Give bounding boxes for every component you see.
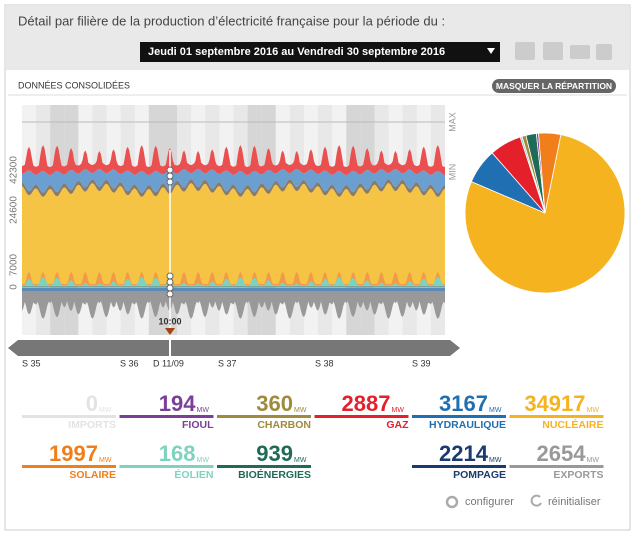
stat-label: ÉOLIEN <box>174 468 213 481</box>
max-label: MAX <box>447 112 457 132</box>
period-text: Jeudi 01 septembre 2016 au Vendredi 30 s… <box>148 46 445 58</box>
cursor-dot <box>166 290 174 298</box>
stat-value: 0 <box>86 391 98 416</box>
select-arrow <box>487 48 495 54</box>
reset-icon[interactable] <box>530 494 542 507</box>
stat-value: 2654 <box>537 441 587 466</box>
stat-label: IMPORTS <box>68 419 116 431</box>
cursor-dot <box>166 278 174 286</box>
pie-slice <box>538 132 562 214</box>
calendar-icon[interactable] <box>543 42 563 60</box>
timeline-label: S 35 <box>22 358 41 368</box>
stat-bar <box>22 465 116 468</box>
stat-value: 360 <box>256 391 293 416</box>
configure-link[interactable]: configurer <box>465 496 514 508</box>
stat-bar <box>119 415 214 418</box>
cursor-marker <box>165 328 175 335</box>
stat-bar <box>119 465 214 468</box>
stat-bar <box>217 415 311 418</box>
mail-icon[interactable] <box>570 45 590 59</box>
stat-unit: MW <box>99 407 112 414</box>
print-icon[interactable] <box>596 44 612 60</box>
stat-label: FIOUL <box>182 419 214 431</box>
cursor-dot <box>166 284 174 292</box>
stat-value: 3167 <box>439 391 488 416</box>
stat-unit: MW <box>294 457 307 464</box>
stat-unit: MW <box>587 407 600 414</box>
stat-bar <box>412 415 506 418</box>
stat-label: SOLAIRE <box>69 469 116 481</box>
stat-unit: MW <box>294 407 307 414</box>
timeline-label: S 37 <box>218 358 237 368</box>
cursor-dot <box>166 272 174 280</box>
cursor-time: 10:00 <box>158 316 181 326</box>
cursor-dot <box>166 178 174 186</box>
stat-unit: MW <box>392 407 405 414</box>
stat-label: EXPORTS <box>553 469 603 481</box>
stat-value: 2214 <box>439 441 489 466</box>
y-tick-label: 7000 <box>9 253 20 276</box>
pie-slice <box>464 134 626 294</box>
pie-chart <box>464 132 626 294</box>
thermal-area <box>22 179 445 197</box>
stat-value: 2887 <box>342 391 391 416</box>
stat-bar <box>509 465 604 468</box>
stat-label: NUCLÉAIRE <box>542 418 603 431</box>
exports-area <box>22 289 445 319</box>
stat-unit: MW <box>587 457 600 464</box>
y-tick-label: 42300 <box>9 156 20 184</box>
stat-unit: MW <box>197 457 210 464</box>
stat-value: 168 <box>159 441 196 466</box>
cursor-dot <box>166 166 174 174</box>
period-select[interactable] <box>140 42 500 62</box>
timeline-label: D 11/09 <box>153 358 184 368</box>
toolbar <box>515 42 612 60</box>
hydro-area <box>22 169 445 193</box>
reset-link[interactable]: réinitialiser <box>548 496 601 508</box>
timeline-label: S 38 <box>315 358 334 368</box>
stat-bar <box>314 415 409 418</box>
stat-value: 939 <box>256 441 293 466</box>
min-label: MIN <box>447 164 457 181</box>
timeline-left <box>8 340 18 356</box>
stat-label: BIOÉNERGIES <box>238 468 311 481</box>
stat-bar <box>412 465 506 468</box>
stat-label: HYDRAULIQUE <box>429 419 506 431</box>
y-tick-label: 0 <box>9 284 20 290</box>
stat-unit: MW <box>99 457 112 464</box>
timeline-label: S 36 <box>120 358 139 368</box>
gear-icon[interactable] <box>445 495 459 509</box>
toggle-button[interactable] <box>492 79 616 93</box>
timeline-right <box>450 340 460 356</box>
timeline-label: S 39 <box>412 358 431 368</box>
toggle-label: MASQUER LA RÉPARTITION <box>496 81 612 91</box>
stat-unit: MW <box>489 407 502 414</box>
pumping-area <box>22 288 445 291</box>
tab-label: DONNÉES CONSOLIDÉES <box>18 80 130 90</box>
title: Détail par filière de la production d’él… <box>18 13 445 28</box>
stat-value: 1997 <box>49 441 98 466</box>
stat-label: POMPAGE <box>453 469 506 481</box>
nuclear-area <box>22 183 445 287</box>
stat-bar <box>217 465 311 468</box>
calendar-icon[interactable] <box>515 42 535 60</box>
stat-label: GAZ <box>386 419 409 431</box>
timeline <box>18 340 450 356</box>
stat-bar <box>509 415 604 418</box>
y-tick-label: 24600 <box>9 196 20 224</box>
stat-label: CHARBON <box>257 419 311 431</box>
stat-unit: MW <box>489 457 502 464</box>
area-chart: 0 7000 24600 42300 MAX MIN 10:00 S 35 S 36 D 11/0… <box>8 105 460 368</box>
gas-area <box>22 145 445 175</box>
wind-area <box>22 277 445 287</box>
cursor-dot <box>166 172 174 180</box>
stat-bar <box>22 415 116 418</box>
stat-value: 34917 <box>524 391 585 416</box>
stat-value: 194 <box>159 391 196 416</box>
stat-unit: MW <box>197 407 210 414</box>
